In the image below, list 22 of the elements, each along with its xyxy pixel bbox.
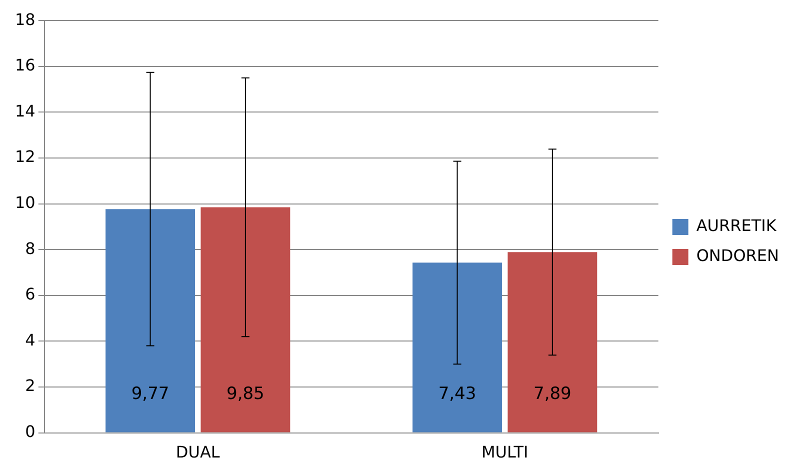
x-tick-label: MULTI (481, 442, 528, 462)
y-tick-label: 18 (15, 10, 36, 29)
data-label: 9,85 (226, 384, 264, 404)
legend-label: ONDOREN (696, 246, 779, 266)
y-tick-label: 6 (25, 284, 36, 304)
bar (412, 262, 502, 432)
data-label: 9,77 (131, 384, 170, 404)
y-tick-label: 10 (15, 192, 36, 212)
y-tick-label: 2 (25, 376, 36, 396)
bar (508, 252, 598, 432)
legend-label: AURRETIK (696, 216, 777, 236)
y-tick-label: 8 (25, 238, 36, 258)
y-tick-label: 0 (25, 422, 36, 441)
y-tick-label: 16 (15, 56, 36, 75)
y-tick-label: 14 (15, 101, 36, 120)
bar (200, 207, 290, 432)
y-tick-label: 12 (15, 147, 36, 166)
bar (106, 209, 195, 432)
data-label: 7,89 (533, 384, 572, 404)
data-label: 7,43 (438, 384, 476, 404)
x-tick-label: DUAL (176, 442, 220, 462)
y-tick-label: 4 (25, 330, 36, 350)
